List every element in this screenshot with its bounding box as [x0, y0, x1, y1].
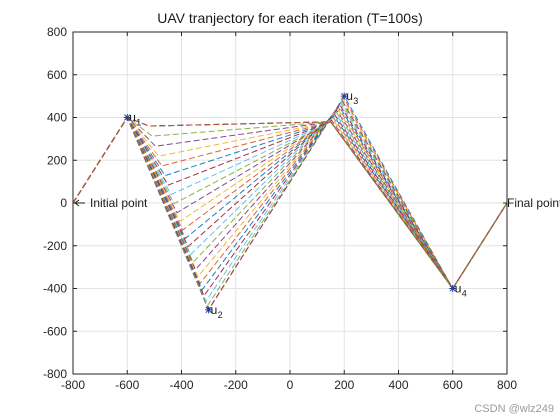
y-tick-label: 600 — [47, 68, 67, 82]
waypoint-u4-label: u — [455, 282, 462, 296]
y-tick-label: -800 — [43, 367, 67, 381]
waypoint-markers: u 1u 2u 3u 4 — [123, 89, 467, 320]
waypoint-u4-subscript: 4 — [462, 289, 467, 299]
x-tick-label: 0 — [287, 378, 294, 392]
star-stroke — [205, 306, 212, 314]
trajectory-lines — [72, 95, 508, 311]
waypoint-u1-subscript: 1 — [136, 118, 141, 128]
star-stroke — [449, 285, 456, 292]
waypoint-u2-label: u — [211, 303, 218, 317]
tick-labels: -800 -600 -400 -200 0 200 400 600 800 -800 -600 -40… — [43, 25, 560, 392]
y-tick-label: -400 — [43, 282, 67, 296]
iteration-30-line — [72, 116, 508, 290]
watermark: CSDN @wlz249 — [474, 403, 554, 415]
initial-point-arrow-head — [74, 199, 80, 207]
x-tick-label: -600 — [115, 378, 139, 392]
y-tick-label: 0 — [60, 196, 67, 210]
x-tick-label: -800 — [61, 378, 85, 392]
x-tick-label: 600 — [443, 378, 463, 392]
x-tick-label: 800 — [497, 378, 517, 392]
star-stroke — [341, 92, 348, 100]
waypoint-u3-subscript: 3 — [353, 96, 358, 106]
axes — [72, 31, 508, 375]
y-tick-label: 800 — [47, 25, 67, 39]
waypoint-u2-subscript: 2 — [218, 310, 223, 320]
y-tick-label: 200 — [47, 153, 67, 167]
x-tick-label: 400 — [388, 378, 408, 392]
x-tick-label: 200 — [334, 378, 354, 392]
y-tick-label: -200 — [43, 239, 67, 253]
y-tick-label: -600 — [43, 324, 67, 338]
initial-point-label: Initial point — [90, 196, 148, 210]
x-tick-label: -200 — [224, 378, 248, 392]
final-point-label: Final point — [507, 196, 560, 210]
chart-title: UAV tranjectory for each iteration (T=10… — [157, 10, 422, 26]
waypoint-u1-label: u — [129, 111, 136, 125]
waypoint-u3-label: u — [346, 89, 353, 103]
x-tick-label: -400 — [169, 378, 193, 392]
y-tick-label: 400 — [47, 111, 67, 125]
star-stroke — [124, 114, 131, 121]
